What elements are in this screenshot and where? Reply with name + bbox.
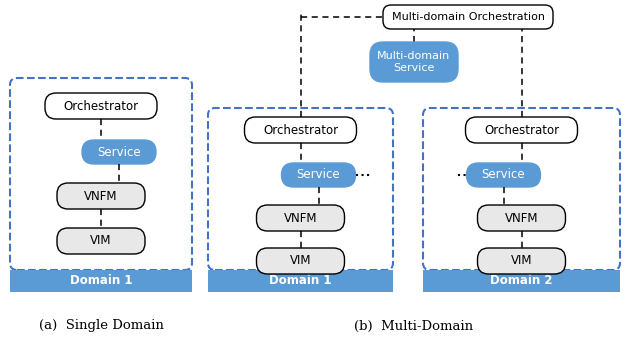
FancyBboxPatch shape — [466, 117, 578, 143]
FancyBboxPatch shape — [423, 108, 620, 270]
Text: Multi-domain Orchestration: Multi-domain Orchestration — [391, 12, 544, 22]
Text: Multi-domain
Service: Multi-domain Service — [377, 51, 450, 73]
FancyBboxPatch shape — [208, 108, 393, 270]
Bar — [10, 270, 192, 292]
FancyBboxPatch shape — [57, 228, 145, 254]
Text: Orchestrator: Orchestrator — [484, 124, 559, 137]
Text: Domain 1: Domain 1 — [70, 274, 132, 288]
Text: VIM: VIM — [511, 255, 532, 267]
Bar — [208, 270, 393, 292]
Text: VNFM: VNFM — [284, 211, 318, 225]
FancyBboxPatch shape — [478, 248, 566, 274]
FancyBboxPatch shape — [256, 205, 345, 231]
Text: Domain 2: Domain 2 — [490, 274, 553, 288]
Text: Domain 1: Domain 1 — [269, 274, 332, 288]
Text: VNFM: VNFM — [84, 190, 118, 202]
FancyBboxPatch shape — [57, 183, 145, 209]
Text: VIM: VIM — [290, 255, 311, 267]
Text: Service: Service — [482, 169, 525, 182]
Text: (a)  Single Domain: (a) Single Domain — [38, 319, 163, 333]
FancyBboxPatch shape — [282, 163, 355, 187]
Text: Service: Service — [297, 169, 340, 182]
Text: VIM: VIM — [90, 235, 112, 247]
FancyBboxPatch shape — [256, 248, 345, 274]
FancyBboxPatch shape — [10, 78, 192, 270]
Text: Orchestrator: Orchestrator — [263, 124, 338, 137]
FancyBboxPatch shape — [244, 117, 357, 143]
FancyBboxPatch shape — [370, 42, 458, 82]
FancyBboxPatch shape — [383, 5, 553, 29]
FancyBboxPatch shape — [478, 205, 566, 231]
Text: Service: Service — [97, 146, 141, 158]
Text: (b)  Multi-Domain: (b) Multi-Domain — [355, 319, 474, 333]
FancyBboxPatch shape — [466, 163, 541, 187]
Text: Orchestrator: Orchestrator — [64, 100, 139, 112]
FancyBboxPatch shape — [45, 93, 157, 119]
Bar — [423, 270, 620, 292]
FancyBboxPatch shape — [82, 140, 156, 164]
Text: VNFM: VNFM — [505, 211, 538, 225]
